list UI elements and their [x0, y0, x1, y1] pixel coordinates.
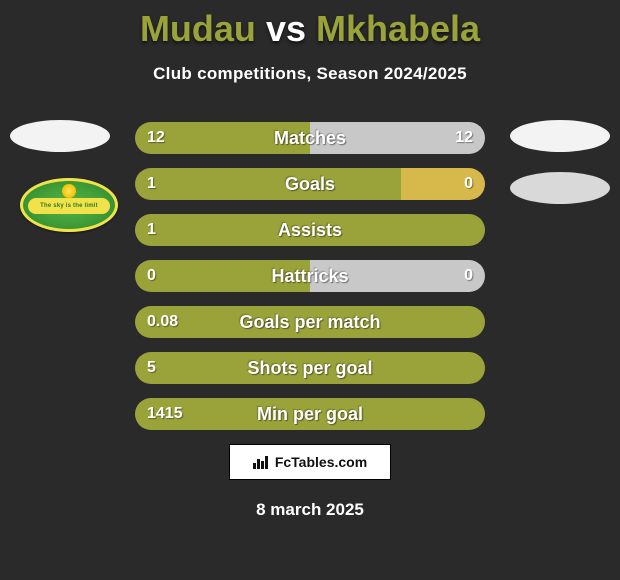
stat-row: Assists1: [135, 214, 485, 246]
stat-row: Hattricks00: [135, 260, 485, 292]
stat-row: Shots per goal5: [135, 352, 485, 384]
stat-bar-left: [135, 122, 310, 154]
subtitle: Club competitions, Season 2024/2025: [0, 64, 620, 84]
page-title: Mudau vs Mkhabela: [0, 0, 620, 50]
stat-bar-left: [135, 352, 485, 384]
stat-row: Goals per match0.08: [135, 306, 485, 338]
footer-brand-text: FcTables.com: [275, 454, 367, 470]
stat-bar-right: [310, 260, 485, 292]
stat-bar-left: [135, 168, 401, 200]
title-player2: Mkhabela: [316, 8, 480, 49]
stat-bar-right: [310, 122, 485, 154]
stat-row: Goals10: [135, 168, 485, 200]
title-player1: Mudau: [140, 8, 256, 49]
footer-logo-icon: [253, 455, 271, 469]
stat-bar-left: [135, 260, 310, 292]
stat-bar-left: [135, 398, 485, 430]
stat-bar-left: [135, 214, 485, 246]
stats-bars: Matches1212 Goals10 Assists1 Hattricks00 Goa…: [135, 122, 485, 444]
player2-club-placeholder: [510, 172, 610, 204]
stat-row: Min per goal1415: [135, 398, 485, 430]
stat-bar-right: [401, 168, 485, 200]
player2-badge-placeholder: [510, 120, 610, 152]
crest-motto: The sky is the limit: [28, 198, 110, 214]
footer-brand-box: FcTables.com: [229, 444, 391, 480]
player1-club-crest: The sky is the limit: [20, 178, 118, 232]
player1-badge-placeholder: [10, 120, 110, 152]
title-vs: vs: [266, 8, 306, 49]
stat-row: Matches1212: [135, 122, 485, 154]
stat-bar-left: [135, 306, 485, 338]
figure-date: 8 march 2025: [0, 500, 620, 520]
